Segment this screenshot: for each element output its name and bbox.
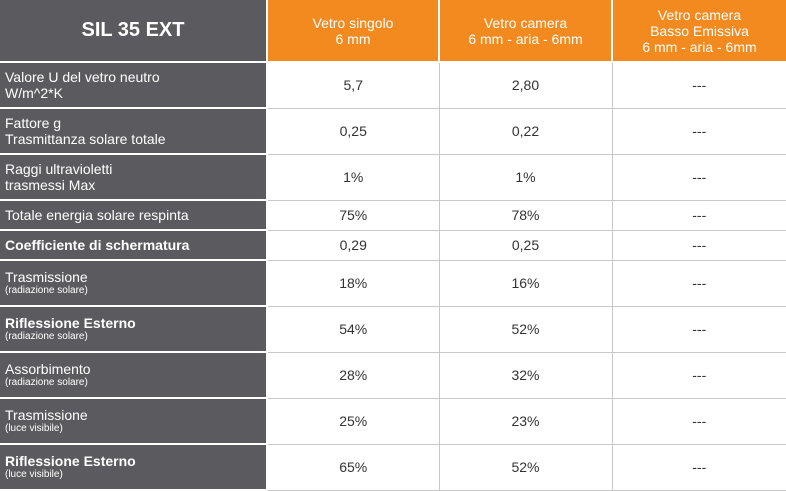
column-header-line: Basso Emissiva — [650, 22, 749, 39]
cell-value: 32% — [439, 352, 613, 399]
cell-value: --- — [612, 154, 786, 201]
row-label: Fattore g Trasmittanza solare totale — [0, 108, 268, 155]
row-label-text: Totale energia solare respinta — [5, 207, 189, 223]
cell-value: --- — [612, 200, 786, 231]
table-row: Totale energia solare respinta 75% 78% --- — [0, 200, 786, 231]
row-label-text-line2: Trasmittanza solare totale — [5, 131, 166, 147]
cell-value: 1% — [439, 154, 613, 201]
row-label: Riflessione Esterno (luce visibile) — [0, 444, 268, 491]
cell-value: 5,7 — [267, 62, 440, 109]
product-title: SIL 35 EXT — [0, 0, 268, 63]
row-label-text-line2: trasmessi Max — [5, 177, 96, 193]
cell-value: --- — [612, 260, 786, 307]
cell-value: 52% — [439, 306, 613, 353]
cell-value: 1% — [267, 154, 440, 201]
column-header-line: Vetro camera — [657, 6, 742, 23]
cell-value: --- — [612, 230, 786, 261]
row-label-text-line2: W/m^2*K — [5, 85, 63, 101]
cell-value: 0,22 — [439, 108, 613, 155]
cell-value: 23% — [439, 398, 613, 445]
cell-value: 52% — [439, 444, 613, 491]
row-label-subtext: (radiazione solare) — [5, 285, 88, 296]
row-label-text: Trasmissione — [5, 407, 88, 423]
row-label-text: Assorbimento — [5, 361, 91, 377]
cell-value: 0,25 — [267, 108, 440, 155]
cell-value: 25% — [267, 398, 440, 445]
column-header-single-glass: Vetro singolo 6 mm — [267, 0, 440, 63]
row-label: Valore U del vetro neutro W/m^2*K — [0, 62, 268, 109]
row-label-text: Riflessione Esterno — [5, 453, 136, 469]
cell-value: 78% — [439, 200, 613, 231]
table-row: Trasmissione (radiazione solare) 18% 16% --- — [0, 260, 786, 307]
column-header-line: 6 mm — [335, 30, 371, 47]
cell-value: --- — [612, 306, 786, 353]
cell-value: --- — [612, 398, 786, 445]
cell-value: 16% — [439, 260, 613, 307]
table-row: Trasmissione (luce visibile) 25% 23% --- — [0, 398, 786, 445]
row-label: Coefficiente di schermatura — [0, 230, 268, 261]
table-row: Riflessione Esterno (radiazione solare) 54… — [0, 306, 786, 353]
row-label-text: Riflessione Esterno — [5, 315, 136, 331]
table-row: Fattore g Trasmittanza solare totale 0,25 0… — [0, 108, 786, 155]
table-row: Riflessione Esterno (luce visibile) 65% 52%… — [0, 444, 786, 491]
row-label-text: Trasmissione — [5, 269, 88, 285]
cell-value: --- — [612, 444, 786, 491]
row-label-text: Fattore g — [5, 115, 62, 131]
cell-value: --- — [612, 62, 786, 109]
row-label: Riflessione Esterno (radiazione solare) — [0, 306, 268, 353]
cell-value: --- — [612, 352, 786, 399]
column-header-line: Vetro singolo — [312, 14, 394, 31]
row-label: Raggi ultravioletti trasmessi Max — [0, 154, 268, 201]
table-row: Raggi ultravioletti trasmessi Max 1% 1% --- — [0, 154, 786, 201]
row-label-subtext: (radiazione solare) — [5, 331, 88, 342]
row-label-subtext: (radiazione solare) — [5, 377, 88, 388]
row-label: Totale energia solare respinta — [0, 200, 268, 231]
column-header-line: 6 mm - aria - 6mm — [642, 38, 757, 55]
cell-value: 0,25 — [439, 230, 613, 261]
row-label-text: Valore U del vetro neutro — [5, 69, 160, 85]
cell-value: 18% — [267, 260, 440, 307]
cell-value: 54% — [267, 306, 440, 353]
row-label-subtext: (luce visibile) — [5, 423, 63, 434]
row-label: Assorbimento (radiazione solare) — [0, 352, 268, 399]
cell-value: 0,29 — [267, 230, 440, 261]
cell-value: 2,80 — [439, 62, 613, 109]
row-label: Trasmissione (radiazione solare) — [0, 260, 268, 307]
table-row: Coefficiente di schermatura 0,29 0,25 --- — [0, 230, 786, 261]
row-label-text: Raggi ultravioletti — [5, 161, 113, 177]
table-row: Valore U del vetro neutro W/m^2*K 5,7 2,80-… — [0, 62, 786, 109]
header-row: SIL 35 EXT Vetro singolo 6 mm Vetro came… — [0, 0, 786, 63]
column-header-line: 6 mm - aria - 6mm — [468, 30, 583, 47]
row-label-text: Coefficiente di schermatura — [5, 237, 190, 253]
cell-value: 75% — [267, 200, 440, 231]
cell-value: 65% — [267, 444, 440, 491]
column-header-double-glass: Vetro camera 6 mm - aria - 6mm — [439, 0, 613, 63]
row-label: Trasmissione (luce visibile) — [0, 398, 268, 445]
table-row: Assorbimento (radiazione solare) 28% 32% --- — [0, 352, 786, 399]
column-header-low-emissivity: Vetro camera Basso Emissiva 6 mm - aria … — [612, 0, 786, 63]
column-header-line: Vetro camera — [483, 14, 568, 31]
cell-value: --- — [612, 108, 786, 155]
cell-value: 28% — [267, 352, 440, 399]
